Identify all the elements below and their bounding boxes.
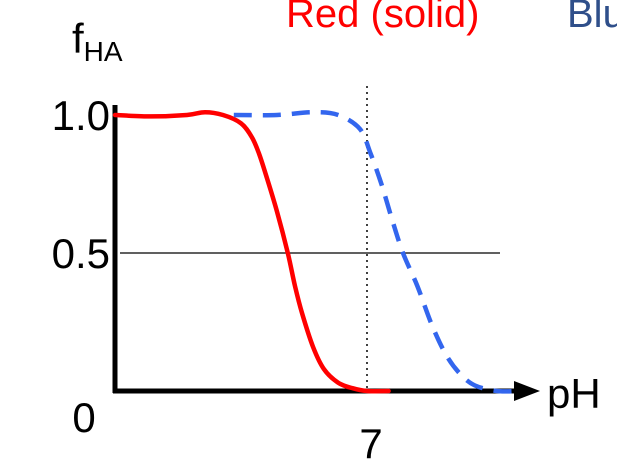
legend-blue: Blue (dashed) — [567, 0, 617, 36]
x-axis-arrowhead — [514, 381, 540, 401]
series-blue-curve — [233, 109, 519, 394]
y-tick-label-0: 0 — [72, 394, 95, 441]
y-tick-label-1: 1.0 — [52, 92, 110, 139]
y-axis-label: fHA — [72, 15, 123, 67]
y-axis-label-main: f — [72, 15, 84, 62]
x-tick-label-7: 7 — [359, 420, 382, 462]
y-axis-label-sub: HA — [84, 36, 123, 67]
y-tick-label-0-5: 0.5 — [52, 230, 110, 277]
legend-red: Red (solid) — [286, 0, 479, 36]
series-red-curve — [112, 109, 391, 394]
x-axis-label: pH — [547, 370, 601, 417]
